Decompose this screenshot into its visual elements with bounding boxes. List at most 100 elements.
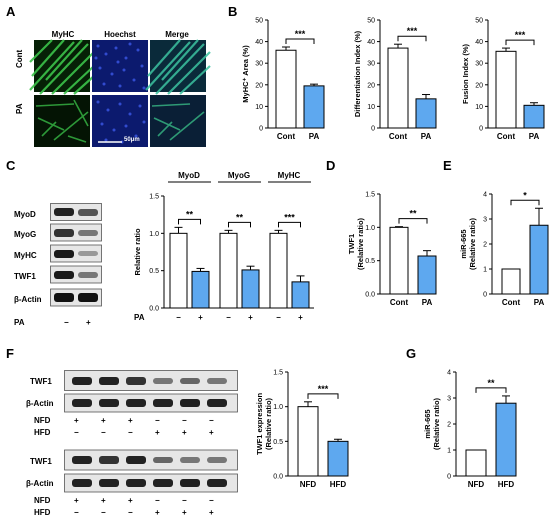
micrograph-col-hoechst: Hoechst [104,30,136,39]
y-tick-label: 1.5 [273,370,283,377]
group-header-myog: MyoG [228,171,250,180]
blot-f-sign: − [155,416,160,425]
band [126,399,146,407]
significance-label: *** [295,29,306,39]
bar-pa [417,255,437,295]
band [126,456,146,464]
x-tick-label: PA [421,132,432,141]
blot-f-sign: + [209,508,214,517]
y-tick-label: 3 [483,217,487,224]
band [99,479,119,487]
y-axis-label: TWF1 expression [255,393,264,456]
micrograph-merge-pa [150,95,206,147]
micrograph-col-myhc: MyHC [51,30,75,39]
significance-bracket [398,218,428,224]
y-tick-label: 0 [479,126,483,133]
significance-bracket [505,39,535,46]
y-tick-label: 1 [447,448,451,455]
bar-pa [415,98,437,129]
y-tick-label: 1.0 [365,225,375,232]
y-tick-label: 20 [367,82,375,89]
x-tick-label: Cont [389,132,408,141]
blot-f-sign: + [128,496,133,505]
chart-twf1-expression: 0.0 0.5 1.0 1.5 TWF1 expression (Relative rat… [255,370,349,489]
band [180,479,200,487]
blot-c-label-twf1: TWF1 [14,272,36,281]
band [99,377,119,385]
significance-label: ** [186,209,194,219]
group-header-myod: MyoD [178,171,200,180]
blot-f-sign: + [155,508,160,517]
y-tick-label: 0.0 [273,474,283,481]
band [153,479,173,487]
bar-myhc-cont [269,232,288,309]
y-tick-label: 20 [255,82,263,89]
y-tick-label: 30 [255,61,263,68]
blot-f2-label-actin: β-Actin [26,479,54,488]
y-tick-label: 3 [447,396,451,403]
group-header-myhc: MyHC [278,171,301,180]
panel-letter-a: A [6,4,16,19]
x-tick-label: NFD [468,480,485,489]
panel-letter-e: E [443,158,452,173]
band [78,293,98,302]
y-tick-label: 50 [475,18,483,25]
y-tick-label: 40 [475,39,483,46]
blot-f-sign: + [101,416,106,425]
bar-pa [529,224,549,295]
y-tick-label: 0.0 [149,306,159,313]
x-tick-label: Cont [390,298,409,307]
blot-f-sign: − [155,496,160,505]
significance-bracket [278,221,301,228]
x-tick-label: HFD [498,480,515,489]
band [153,457,173,463]
band [207,378,227,384]
bar-cont [495,50,517,129]
band [153,399,173,407]
significance-bracket [475,387,507,393]
band [180,399,200,407]
bar-myod-pa [191,270,210,309]
x-tick-label: PA [529,132,540,141]
panel-letter-g: G [406,346,417,361]
micrograph-grid [29,39,211,147]
y-tick-label: 40 [367,39,375,46]
blot-f-sign: − [128,428,133,437]
blot-f-sign: + [209,428,214,437]
y-tick-label: 50 [255,18,263,25]
y-tick-label: 0 [371,126,375,133]
significance-bracket [285,38,315,44]
bar-pa [523,104,545,129]
band [78,230,98,236]
band [54,229,74,237]
significance-label: *** [284,212,295,222]
bar-hfd [327,440,349,477]
band [207,399,227,407]
blot-f-sign: − [101,428,106,437]
bar-nfd [297,406,319,477]
x-tick-label: PA [422,298,433,307]
significance-label: ** [409,209,417,219]
chart-myhc-area: 0 10 20 30 40 50 MyHC⁺ Area (%) Cont PA *** [241,18,325,141]
band [180,378,200,384]
significance-label: ** [236,212,244,222]
bar-cont [387,47,409,129]
y-axis-label: miR-665 [423,409,432,438]
x-tick-label: HFD [330,480,347,489]
band [207,457,227,463]
blot-f-sign: + [74,416,79,425]
y-tick-label: 1 [483,267,487,274]
y-tick-label: 4 [483,192,487,199]
blot-f-sign: − [182,496,187,505]
blot-f-sign: + [128,416,133,425]
micrograph-col-merge: Merge [165,30,189,39]
bar-cont [389,226,409,295]
band [99,456,119,464]
band [99,399,119,407]
x-tick-label: NFD [300,480,317,489]
band [78,251,98,256]
blot-f1-hfd-label: HFD [34,428,51,437]
chart-twf1: 0.0 0.5 1.0 1.5 TWF1 (Relative ratio) Cont PA ** [347,192,437,307]
blot-f2-label-twf1: TWF1 [30,457,52,466]
band [153,378,173,384]
